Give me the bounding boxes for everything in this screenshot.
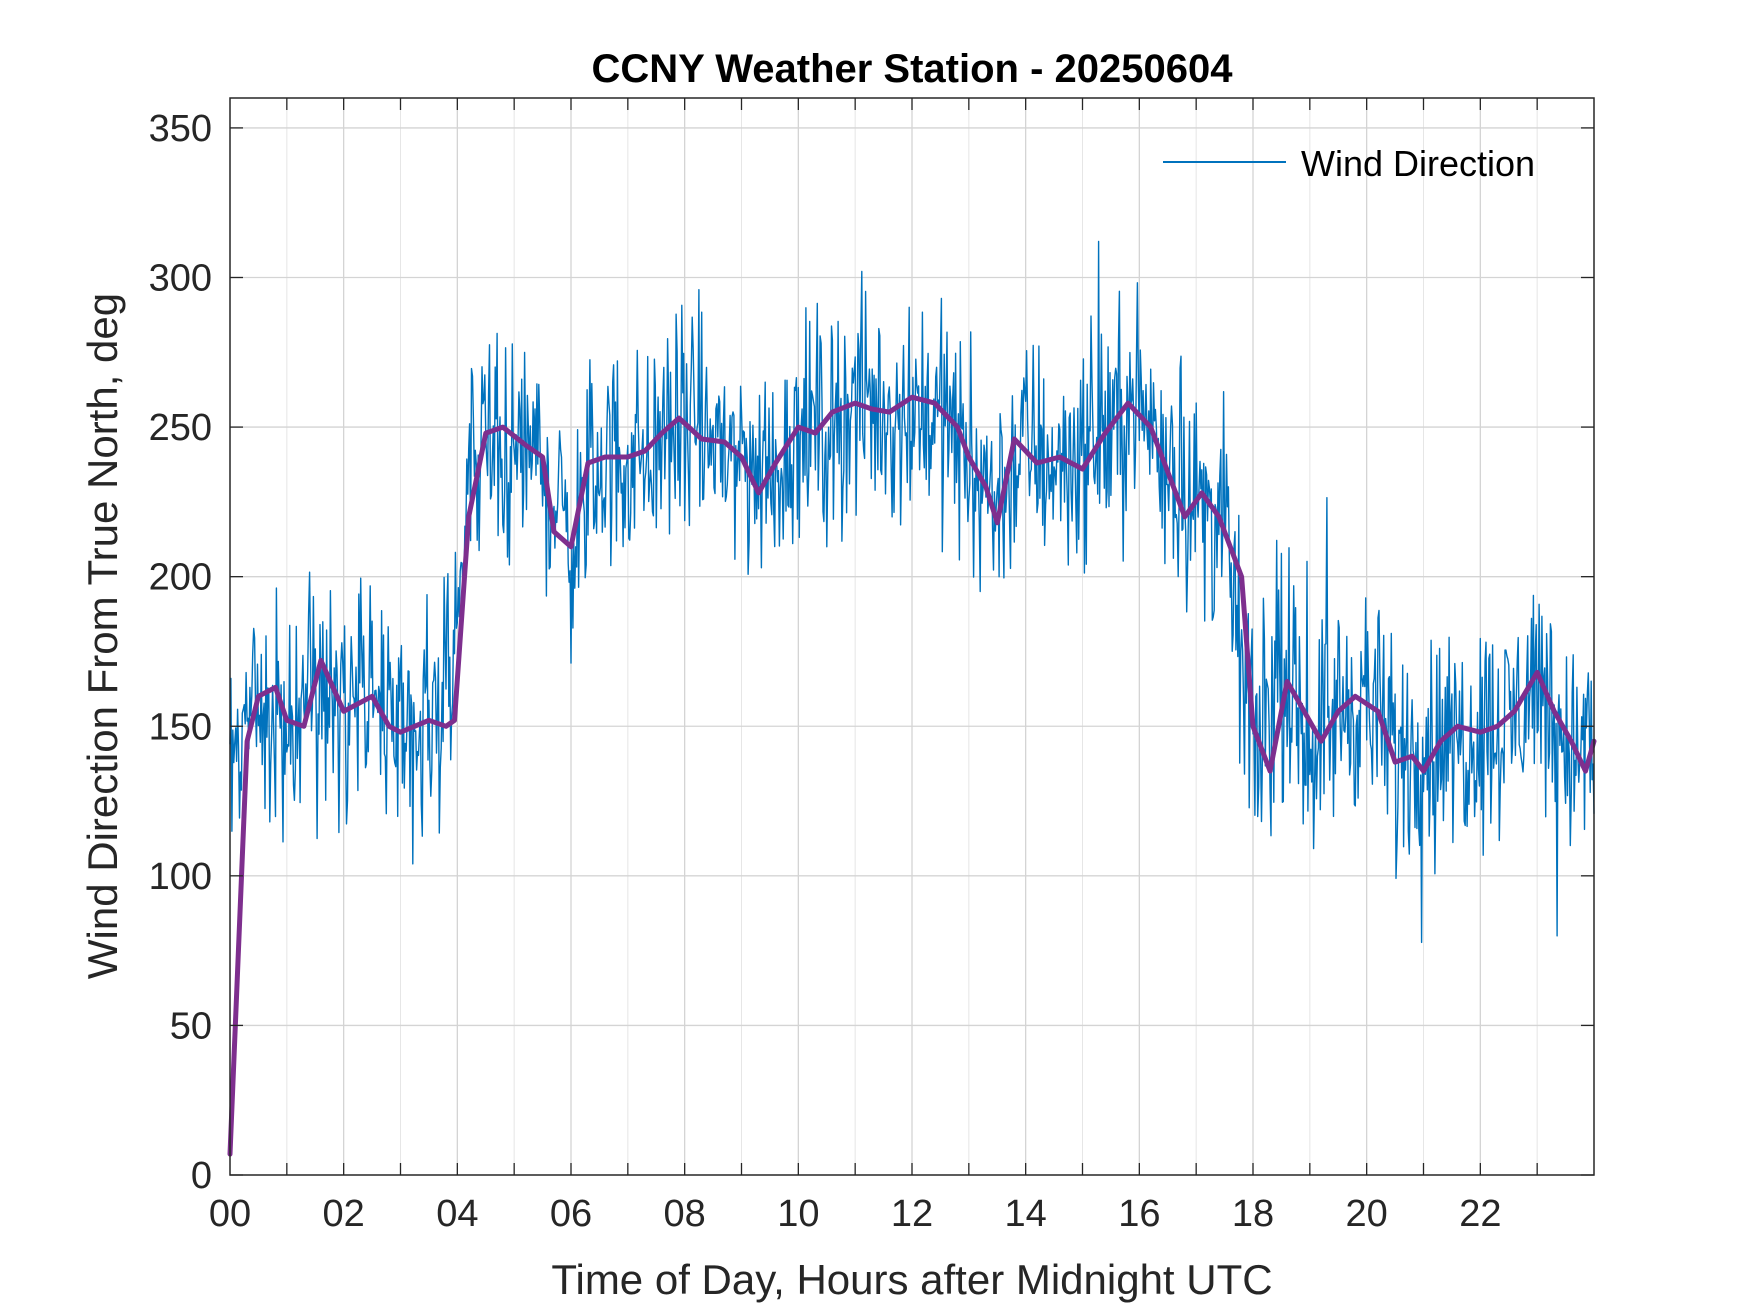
x-tick-label: 02 — [323, 1193, 365, 1235]
y-tick-label: 50 — [170, 1005, 212, 1047]
chart-title: CCNY Weather Station - 20250604 — [592, 47, 1234, 91]
series-line-smoothed — [227, 394, 1597, 1157]
x-tick-label: 10 — [777, 1193, 819, 1235]
y-tick-label: 0 — [191, 1155, 212, 1197]
x-tick-label: 18 — [1232, 1193, 1274, 1235]
legend: Wind Direction — [1163, 143, 1535, 184]
y-tick-label: 150 — [149, 706, 212, 748]
series-line-wind-direction — [229, 240, 1595, 944]
x-tick-label: 22 — [1459, 1193, 1501, 1235]
ticks: 00 02 04 06 08 10 12 14 16 18 20 22 0 50 100 150 200 250 3… — [149, 98, 1594, 1235]
y-tick-label: 350 — [149, 108, 212, 150]
y-tick-label: 100 — [149, 856, 212, 898]
x-axis-label: Time of Day, Hours after Midnight UTC — [551, 1256, 1272, 1303]
x-tick-label: 04 — [436, 1193, 478, 1235]
y-tick-label: 250 — [149, 407, 212, 449]
series-layer — [227, 240, 1597, 1157]
y-tick-label: 300 — [149, 258, 212, 300]
legend-label-wind-direction: Wind Direction — [1301, 143, 1535, 184]
x-tick-label: 00 — [209, 1193, 251, 1235]
x-tick-label: 16 — [1118, 1193, 1160, 1235]
y-tick-label: 200 — [149, 557, 212, 599]
x-tick-label: 12 — [891, 1193, 933, 1235]
x-tick-label: 08 — [664, 1193, 706, 1235]
y-axis-label: Wind Direction From True North, deg — [79, 293, 126, 979]
x-tick-label: 14 — [1005, 1193, 1047, 1235]
x-tick-label: 06 — [550, 1193, 592, 1235]
grid — [230, 98, 1594, 1175]
x-tick-label: 20 — [1346, 1193, 1388, 1235]
